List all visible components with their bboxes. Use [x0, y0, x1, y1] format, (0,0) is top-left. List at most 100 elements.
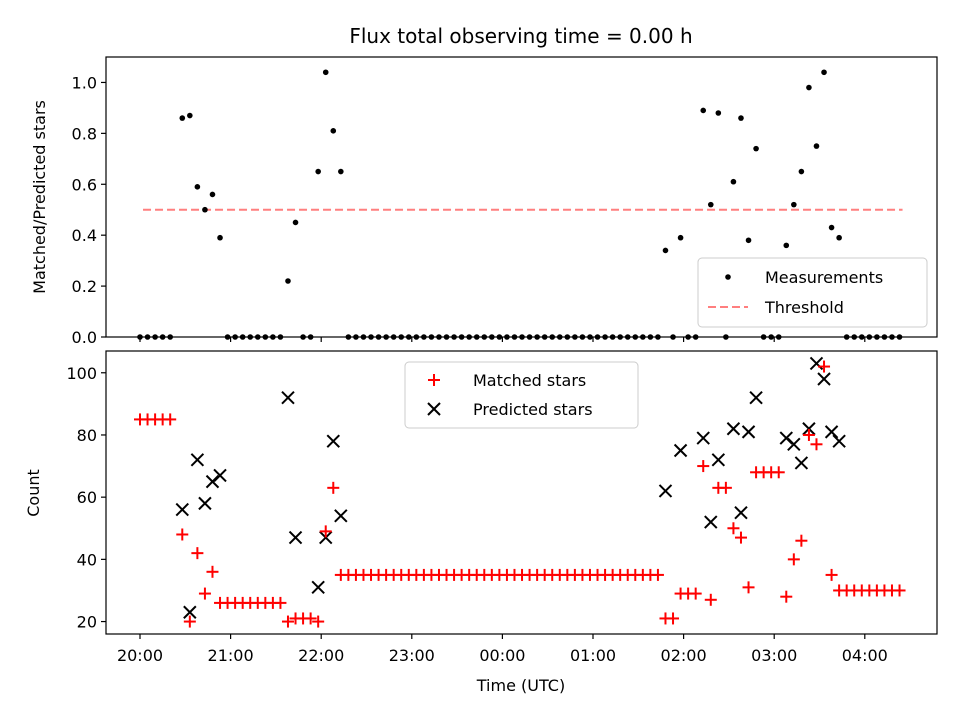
predicted-star-stroke [326, 434, 340, 448]
matched-star-point [191, 547, 204, 560]
matched-star-point [742, 581, 755, 594]
top-plot-frame [105, 56, 938, 338]
measurement-point [330, 128, 337, 134]
bottom-x-tick-label: 22:00 [298, 646, 344, 665]
bottom-x-tick-label: 23:00 [389, 646, 435, 665]
measurement-point [730, 178, 737, 185]
predicted-star-stroke [787, 437, 801, 452]
measurement-point [813, 143, 820, 149]
matched-star-point [312, 615, 325, 628]
bottom-x-tick-label: 04:00 [842, 646, 888, 665]
measurement-point [179, 115, 186, 121]
predicted-star-point [704, 515, 718, 529]
matched-star-point [780, 590, 793, 603]
bottom-y-tick-label: 80 [77, 426, 97, 445]
predicted-star-point [817, 372, 831, 386]
predicted-star-point [741, 425, 756, 439]
predicted-star-stroke [794, 456, 809, 470]
bottom-y-ticks: 20 40 60 80 100 [66, 364, 106, 632]
predicted-star-point [288, 530, 303, 545]
matched-star-point [198, 587, 211, 600]
predicted-star-stroke [288, 530, 303, 545]
top-x-ticks [139, 337, 866, 342]
measurement-point [828, 224, 835, 231]
predicted-star-stroke [824, 425, 839, 439]
predicted-star-stroke [175, 502, 189, 517]
top-y-tick-label: 0.0 [72, 328, 97, 347]
top-y-tick-label: 0.6 [72, 175, 97, 194]
predicted-star-point [673, 443, 688, 458]
measurement-point [217, 234, 223, 241]
matched-star-point [802, 428, 815, 441]
top-chart-title: Flux total observing time = 0.00 h [349, 24, 692, 48]
legend-measurements-label: Measurements [765, 268, 883, 287]
predicted-star-point [183, 605, 197, 619]
predicted-star-stroke [281, 390, 295, 405]
bottom-plot-frame [105, 350, 938, 635]
measurement-point [738, 115, 744, 121]
matched-star-point [667, 612, 680, 625]
predicted-star-stroke [183, 605, 197, 619]
predicted-star-point [734, 506, 748, 520]
matched-star-point [281, 615, 294, 628]
matched-star-point [319, 525, 332, 538]
top-y-tick-label: 1.0 [72, 73, 97, 92]
predicted-star-stroke [779, 431, 793, 445]
measurement-point [662, 247, 669, 254]
matched-star-point [304, 612, 317, 625]
bottom-x-tick-label: 02:00 [661, 646, 707, 665]
predicted-star-stroke [711, 453, 726, 467]
predicted-star-stroke [673, 443, 688, 458]
measurement-point [753, 145, 759, 152]
predicted-star-point [832, 434, 846, 448]
top-y-tick-label: 0.4 [72, 226, 97, 245]
legend-matched-marker [428, 374, 440, 386]
predicted-star-stroke [213, 468, 227, 483]
matched-star-point [787, 553, 800, 566]
matched-star-point [651, 568, 664, 581]
bottom-y-tick-label: 20 [77, 613, 97, 632]
measurement-point [700, 107, 707, 114]
bottom-legend: Matched stars Predicted stars [404, 361, 639, 429]
predicted-star-stroke [832, 434, 846, 448]
predicted-star-point [726, 422, 741, 436]
measurement-point [791, 201, 797, 208]
bottom-x-tick-label: 20:00 [117, 646, 163, 665]
legend-predicted-marker [427, 402, 441, 416]
bottom-x-axis-label: Time (UTC) [476, 676, 565, 695]
predicted-star-stroke [704, 515, 718, 529]
predicted-star-stroke [696, 431, 710, 445]
top-y-tick-label: 0.2 [72, 277, 97, 296]
matched-star-point [893, 584, 906, 597]
measurement-point [707, 201, 714, 208]
predicted-star-point [711, 453, 726, 467]
matched-star-point [727, 522, 740, 535]
legend-matched-label: Matched stars [473, 371, 586, 390]
measurement-point [194, 184, 201, 190]
matched-star-point [183, 615, 196, 628]
predicted-star-stroke [802, 422, 816, 436]
measurement-point [315, 168, 321, 175]
predicted-star-stroke [319, 530, 333, 545]
measurement-point [209, 191, 216, 198]
predicted-star-stroke [190, 453, 205, 467]
predicted-star-stroke [741, 425, 756, 439]
measurement-point [821, 69, 827, 76]
predicted-star-stroke [198, 496, 212, 511]
bottom-x-tick-label: 00:00 [479, 646, 525, 665]
bottom-y-tick-label: 40 [77, 550, 97, 569]
predicted-star-point [175, 502, 189, 517]
measurement-point [285, 278, 291, 284]
bottom-y-axis-label: Count [24, 469, 43, 517]
matched-stars-points [134, 360, 906, 628]
top-y-tick-label: 0.8 [72, 124, 97, 143]
predicted-star-point [319, 530, 333, 545]
predicted-star-point [749, 390, 763, 405]
matched-star-point [772, 466, 785, 479]
predicted-star-point [190, 453, 205, 467]
legend-measurements-marker [725, 274, 731, 280]
bottom-legend-box [404, 361, 639, 429]
